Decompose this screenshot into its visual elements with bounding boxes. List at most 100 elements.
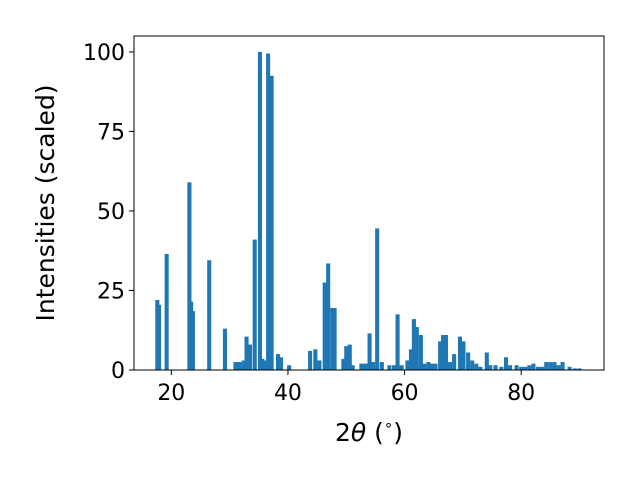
- y-axis-label: Intensities (scaled): [31, 84, 60, 321]
- bar: [241, 360, 246, 370]
- bar: [395, 314, 400, 370]
- bar: [233, 362, 238, 370]
- bar: [363, 363, 368, 370]
- bar: [252, 239, 257, 370]
- bar: [527, 365, 532, 370]
- bar: [519, 366, 524, 370]
- bar: [474, 363, 479, 370]
- bar: [269, 75, 274, 370]
- x-axis-label-number: 2: [335, 418, 351, 447]
- bar: [466, 352, 471, 370]
- y-tick-label: 50: [97, 200, 125, 225]
- bar: [493, 365, 498, 370]
- bar: [322, 282, 327, 370]
- bar: [422, 363, 427, 370]
- bar: [387, 365, 392, 370]
- bar: [508, 365, 513, 370]
- bar: [392, 365, 397, 370]
- bar: [341, 358, 346, 370]
- y-tick-label: 75: [97, 120, 125, 145]
- bar: [317, 360, 322, 370]
- bar: [514, 365, 519, 370]
- bar: [408, 349, 414, 370]
- bar: [359, 363, 364, 370]
- bar: [452, 354, 457, 370]
- bar: [470, 360, 475, 370]
- bar: [237, 362, 242, 370]
- y-tick-label: 100: [83, 41, 125, 66]
- x-tick-label: 20: [157, 381, 185, 406]
- plot-frame: [133, 35, 605, 371]
- bar: [344, 346, 349, 370]
- bar: [275, 354, 281, 370]
- bar: [244, 336, 249, 370]
- x-axis-label-theta: θ: [351, 418, 366, 447]
- y-axis-ticks: 0 25 50 75 100: [83, 41, 134, 384]
- bar: [567, 366, 572, 370]
- bar: [222, 328, 228, 370]
- bar: [488, 365, 493, 370]
- bar: [443, 335, 449, 370]
- bar: [263, 360, 268, 370]
- x-axis-label-paren-open: (: [366, 418, 384, 447]
- bar: [347, 344, 352, 370]
- bar: [375, 228, 380, 370]
- bar: [405, 360, 410, 370]
- bar: [313, 349, 318, 370]
- x-axis-label-paren-close: ): [393, 418, 403, 447]
- bar: [441, 335, 446, 370]
- bar: [207, 260, 212, 370]
- bar: [164, 253, 169, 370]
- bar: [350, 365, 355, 370]
- x-tick-label: 40: [274, 381, 302, 406]
- bar: [548, 362, 553, 370]
- bar: [560, 362, 565, 370]
- bar: [540, 366, 545, 370]
- bar: [577, 368, 582, 370]
- bar: [438, 341, 443, 370]
- bar: [248, 344, 253, 370]
- bar: [536, 366, 541, 370]
- bar: [499, 366, 504, 370]
- bar: [523, 366, 528, 370]
- bar: [308, 350, 313, 370]
- bar: [379, 362, 384, 370]
- bar: [418, 335, 423, 370]
- bar: [544, 362, 549, 370]
- bar: [266, 53, 271, 370]
- bar: [367, 333, 372, 370]
- bar: [326, 263, 331, 370]
- bar: [190, 311, 195, 370]
- x-tick-label: 80: [507, 381, 535, 406]
- x-axis-label-degree: ∘: [384, 416, 393, 434]
- bar: [478, 366, 483, 370]
- bar: [278, 357, 283, 370]
- y-tick-label: 25: [97, 279, 125, 304]
- bar: [187, 182, 192, 370]
- bar: [552, 362, 557, 370]
- bar: [257, 51, 262, 371]
- bar: [371, 362, 376, 370]
- bar: [426, 362, 431, 370]
- bar: [572, 368, 577, 370]
- bar: [457, 336, 463, 370]
- bar: [429, 363, 435, 370]
- bar: [260, 358, 265, 370]
- bar: [448, 362, 453, 370]
- bar: [157, 304, 162, 370]
- x-axis-label: 2θ (∘): [335, 416, 403, 447]
- bar: [484, 352, 489, 370]
- bar: [531, 363, 536, 370]
- bar: [330, 307, 335, 370]
- bar: [411, 319, 416, 370]
- bar: [503, 357, 509, 370]
- bar-series: [155, 51, 582, 371]
- bar: [332, 307, 337, 370]
- bar: [399, 365, 404, 370]
- bar: [556, 365, 561, 370]
- bar: [287, 365, 292, 370]
- y-tick-label: 0: [111, 359, 125, 384]
- bar: [433, 363, 438, 370]
- bar: [414, 327, 419, 370]
